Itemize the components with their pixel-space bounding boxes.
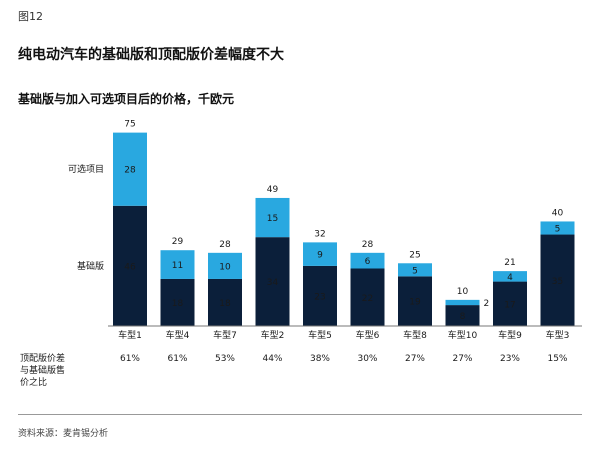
total-value-label-1: 75 [124,120,135,130]
bar-option-1 [113,132,147,206]
category-label-8: 车型10 [448,329,478,341]
bar-option-7 [398,263,432,277]
bar-option-2 [160,250,195,279]
bar-base-9 [493,281,527,326]
bar-base-3 [208,278,242,326]
base-value-label-7: 19 [409,298,421,308]
chart-subtitle: 基础版与加入可选项目后的价格，千欧元 [18,92,235,106]
category-label-3: 车型7 [213,329,237,341]
base-value-label-9: 17 [504,300,515,310]
footer-divider [18,414,582,415]
total-value-label-9: 21 [504,258,515,268]
ratio-value-7: 27% [405,354,425,364]
base-value-label-8: 8 [460,312,466,322]
base-value-label-10: 35 [552,277,563,287]
ratio-value-6: 30% [357,354,377,364]
base-value-label-1: 46 [124,262,136,272]
category-label-1: 车型1 [118,329,142,341]
bar-option-5 [303,242,337,266]
ratio-row-label-line-2: 与基础版售 [20,364,65,376]
base-value-label-2: 18 [172,299,184,309]
option-value-label-1: 28 [124,166,136,176]
option-value-label-9: 4 [507,273,513,283]
source-note: 资料来源：麦肯锡分析 [18,429,109,439]
ratio-value-1: 61% [120,354,140,364]
category-label-5: 车型5 [308,329,332,341]
option-value-label-3: 10 [219,262,231,272]
total-value-label-5: 32 [314,229,325,239]
category-label-6: 车型6 [356,329,380,341]
base-value-label-4: 34 [267,278,279,288]
ratio-value-9: 23% [500,354,520,364]
legend-base-label: 基础版 [77,260,104,272]
legend-option-label: 可选项目 [68,163,104,175]
ratio-row-label-line-3: 价之比 [20,376,47,388]
total-value-label-4: 49 [267,185,279,195]
bar-option-3 [208,252,242,279]
ratio-row-label-line-1: 顶配版价差 [20,352,65,364]
bar-option-9 [493,271,527,282]
chart-title: 纯电动汽车的基础版和顶配版价差幅度不大 [18,47,284,63]
option-value-label-6: 6 [365,257,371,267]
total-value-label-2: 29 [172,237,184,247]
ratio-value-8: 27% [452,354,472,364]
bar-base-6 [350,268,385,326]
option-value-label-5: 9 [317,251,323,261]
option-value-label-2: 11 [172,261,183,271]
bar-base-2 [160,278,195,326]
option-value-label-8: 2 [484,299,490,309]
ratio-value-5: 38% [310,354,330,364]
bar-option-4 [255,197,290,238]
ratio-value-2: 61% [167,354,187,364]
base-value-label-3: 18 [219,299,231,309]
option-value-label-10: 5 [555,225,561,235]
total-value-label-10: 40 [552,208,564,218]
category-label-10: 车型3 [546,329,570,341]
base-value-label-5: 23 [314,292,325,302]
ratio-value-3: 53% [215,354,235,364]
ratio-value-4: 44% [262,354,282,364]
total-value-label-3: 28 [219,240,231,250]
bar-base-5 [303,265,337,326]
bar-base-8 [445,305,480,326]
category-label-9: 车型9 [498,329,522,341]
bar-option-10 [540,221,575,235]
ratio-value-10: 15% [547,354,567,364]
bar-base-7 [398,276,432,326]
total-value-label-7: 25 [409,250,420,260]
option-value-label-4: 15 [267,214,278,224]
total-value-label-6: 28 [362,240,374,250]
bar-base-10 [540,234,575,326]
category-label-7: 车型8 [403,329,427,341]
figure-label: 图12 [18,10,43,23]
bar-option-8 [445,299,480,306]
category-label-4: 车型2 [261,329,285,341]
option-value-label-7: 5 [412,266,418,276]
base-value-label-6: 22 [362,294,373,304]
bar-option-6 [350,252,385,269]
stacked-bar-chart: 462875车型161%181129车型461%181028车型753%3415… [20,120,582,388]
total-value-label-8: 10 [457,287,469,297]
bar-base-4 [255,237,290,326]
bar-base-1 [113,205,147,326]
category-label-2: 车型4 [166,329,190,341]
